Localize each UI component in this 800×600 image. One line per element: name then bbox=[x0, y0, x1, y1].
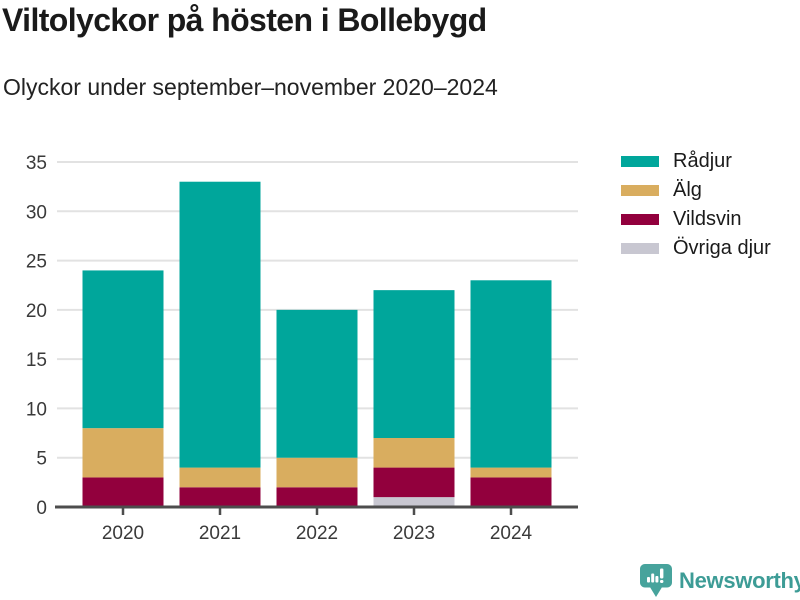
legend-label: Övriga djur bbox=[673, 236, 771, 259]
chart-title: Viltolyckor på hösten i Bollebygd bbox=[2, 2, 487, 38]
y-tick-label: 5 bbox=[36, 449, 47, 470]
legend-label: Vildsvin bbox=[673, 207, 742, 230]
bar-segment-r-djur-2020 bbox=[82, 270, 164, 429]
legend-item--vriga-djur: Övriga djur bbox=[621, 237, 771, 259]
y-tick-label: 20 bbox=[26, 301, 47, 322]
bar-segment--vriga-djur-2023 bbox=[373, 497, 455, 507]
legend-item--lg: Älg bbox=[621, 179, 771, 201]
bar-segment--lg-2021 bbox=[179, 467, 261, 488]
bar-segment-vildsvin-2023 bbox=[373, 467, 455, 498]
y-tick-label: 0 bbox=[36, 498, 47, 519]
legend: Rådjur Älg Vildsvin Övriga djur bbox=[621, 150, 771, 266]
brand-footer: Newsworthy bbox=[640, 564, 800, 598]
bar-segment--lg-2022 bbox=[276, 457, 358, 488]
y-tick-label: 25 bbox=[26, 252, 47, 273]
x-tick-label: 2020 bbox=[102, 523, 144, 544]
legend-label: Rådjur bbox=[673, 149, 732, 172]
chart-subtitle: Olyckor under september–november 2020–20… bbox=[3, 74, 498, 100]
bar-segment-r-djur-2023 bbox=[373, 290, 455, 438]
brand-name: Newsworthy bbox=[679, 568, 800, 593]
bar-segment--lg-2020 bbox=[82, 428, 164, 478]
x-tick-label: 2021 bbox=[199, 523, 241, 544]
x-tick-label: 2023 bbox=[393, 523, 435, 544]
bar-segment--lg-2024 bbox=[470, 467, 552, 478]
logo-mini-bars bbox=[647, 568, 664, 583]
legend-swatch bbox=[621, 242, 659, 254]
bar-segment-r-djur-2024 bbox=[470, 280, 552, 468]
bar-segment-vildsvin-2021 bbox=[179, 487, 261, 507]
bar-segment-r-djur-2021 bbox=[179, 181, 261, 468]
bar-segment-vildsvin-2022 bbox=[276, 487, 358, 507]
legend-item-r-djur: Rådjur bbox=[621, 150, 771, 172]
x-tick-label: 2024 bbox=[490, 523, 533, 544]
legend-swatch bbox=[621, 155, 659, 167]
y-tick-label: 35 bbox=[26, 153, 47, 174]
legend-label: Älg bbox=[673, 178, 702, 201]
y-tick-label: 30 bbox=[26, 202, 47, 223]
bar-segment--lg-2023 bbox=[373, 438, 455, 468]
bar-segment-vildsvin-2024 bbox=[470, 477, 552, 507]
legend-item-vildsvin: Vildsvin bbox=[621, 208, 771, 230]
y-tick-label: 10 bbox=[26, 399, 47, 420]
newsworthy-logo-icon bbox=[640, 564, 672, 597]
legend-swatch bbox=[621, 213, 659, 225]
bar-segment-vildsvin-2020 bbox=[82, 477, 164, 507]
y-tick-label: 15 bbox=[26, 350, 47, 371]
stacked-bar-chart: 0 5 10 15 20 25 30 35 2020 2021 2022 2023 2024 bbox=[26, 153, 578, 544]
bar-segment-r-djur-2022 bbox=[276, 309, 358, 458]
x-tick-label: 2022 bbox=[296, 523, 338, 544]
legend-swatch bbox=[621, 184, 659, 196]
